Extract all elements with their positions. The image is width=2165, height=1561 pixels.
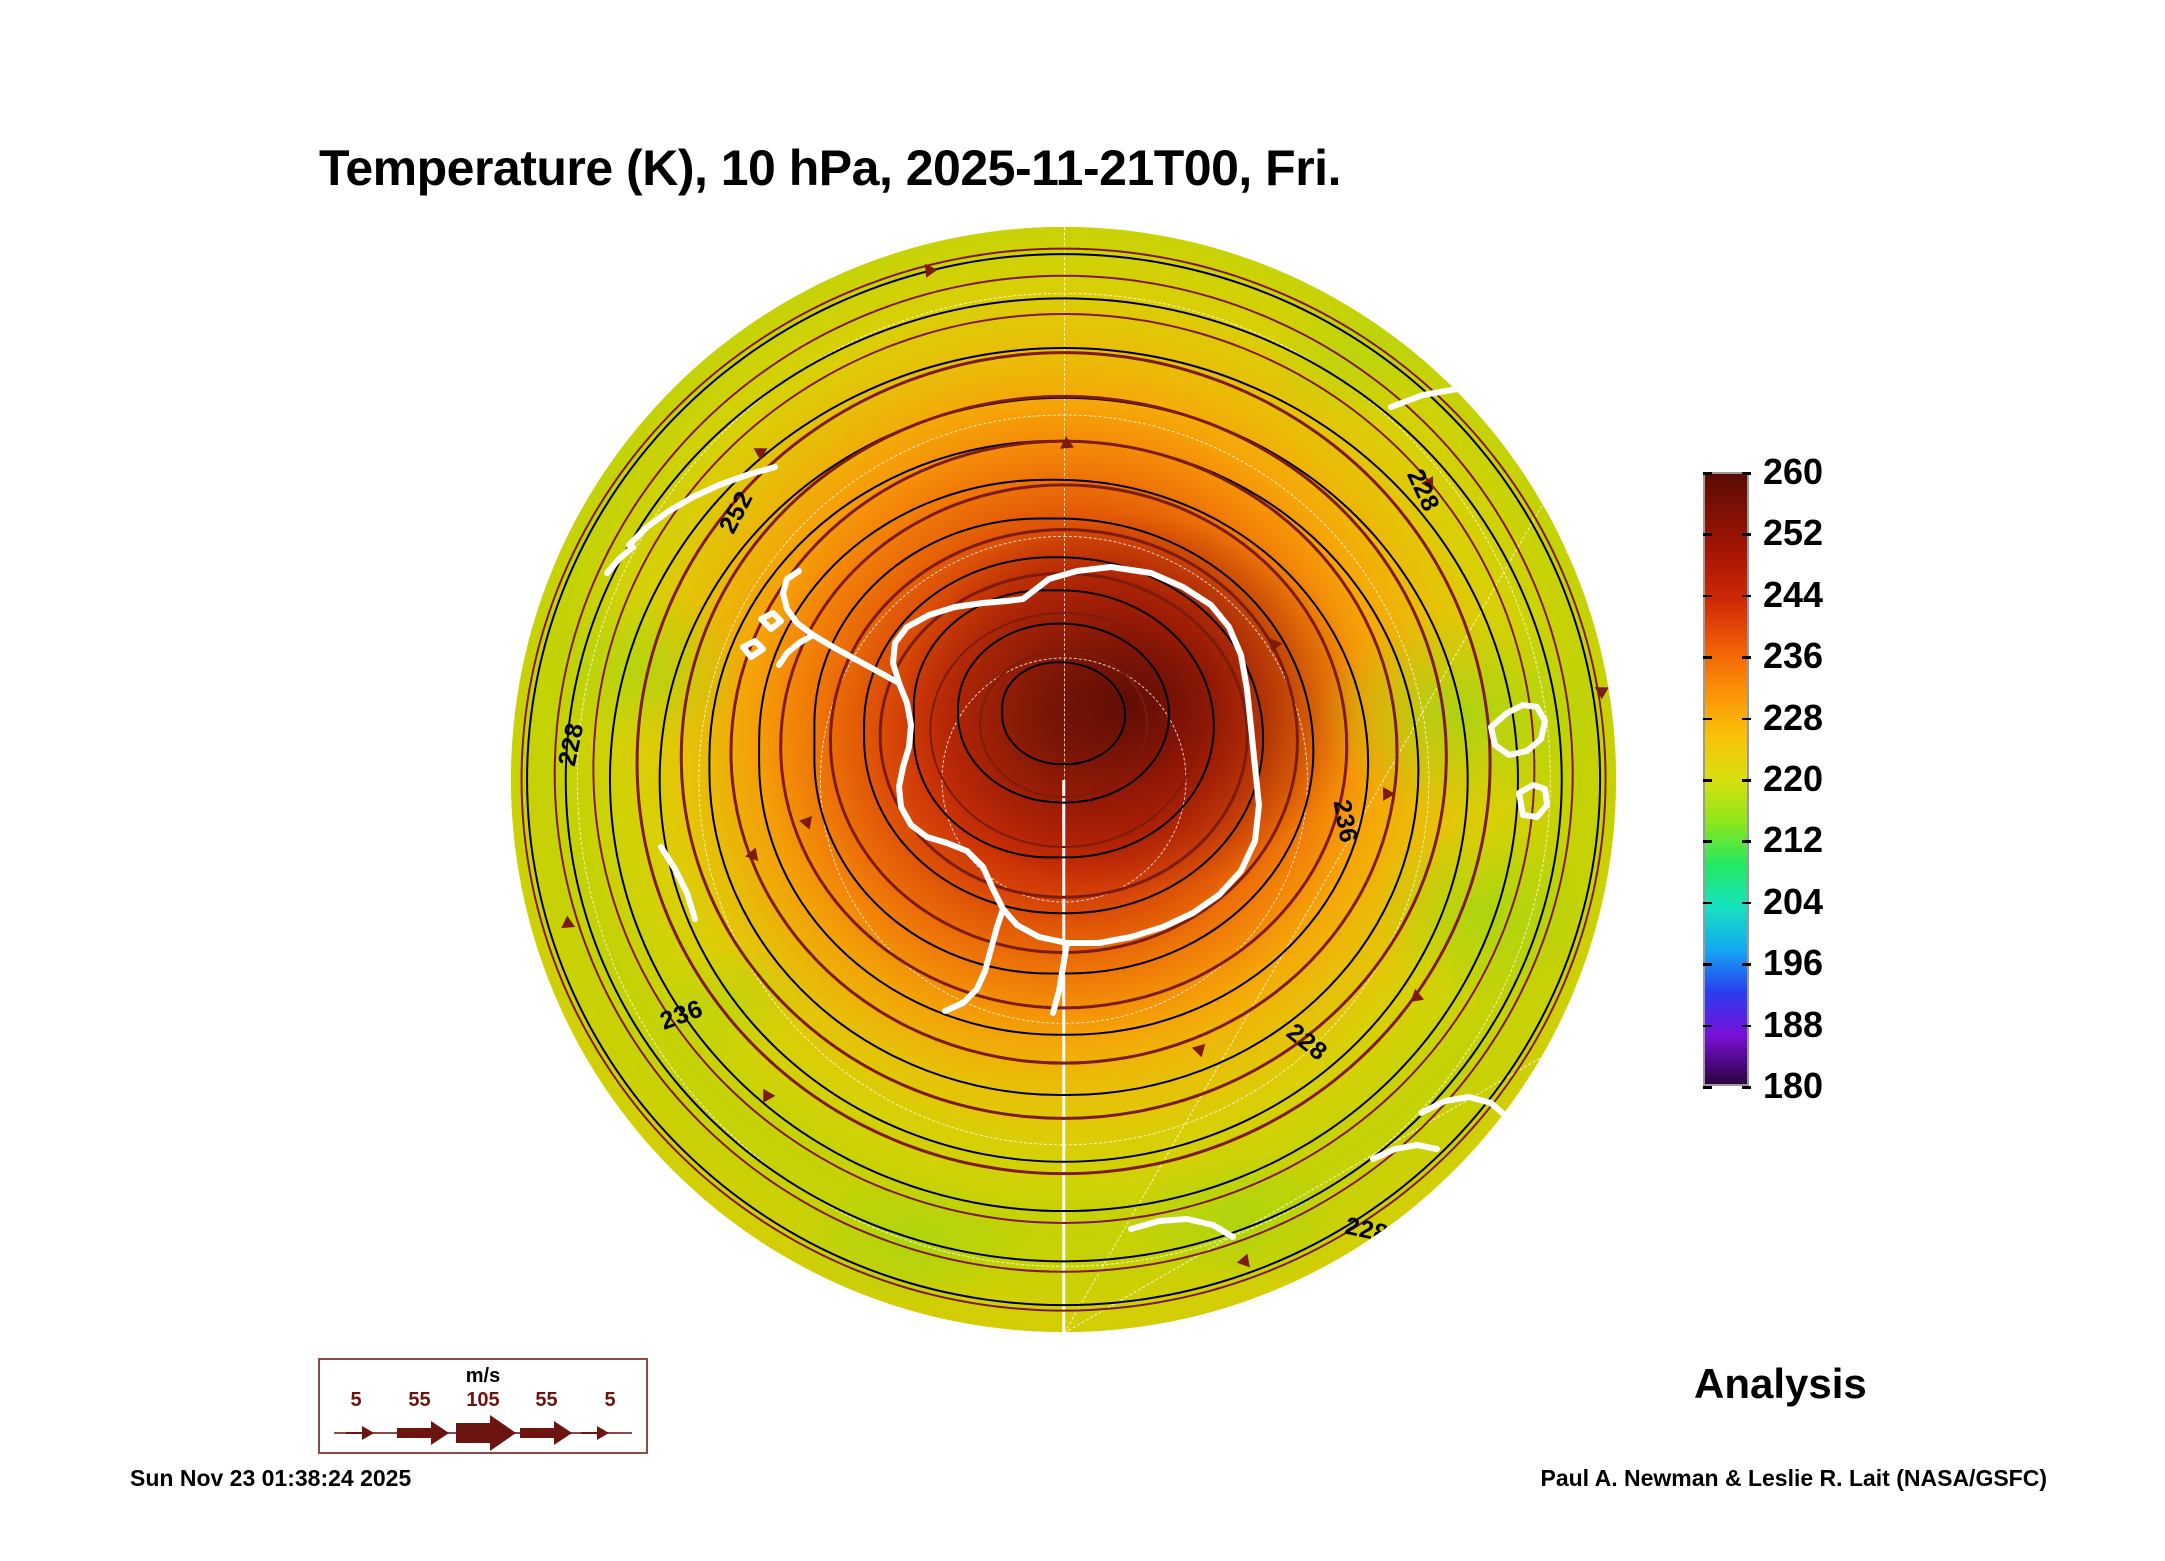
wind-value: 55	[535, 1389, 558, 1411]
wind-value: 5	[604, 1389, 616, 1411]
colorbar: 260 252 244 236 228 220 212 204 196 188 180	[1703, 454, 1823, 1104]
colorbar-tick-label: 220	[1763, 758, 1824, 799]
colorbar-tick	[1703, 1024, 1712, 1028]
colorbar-tick	[1742, 656, 1751, 659]
colorbar-tick	[1703, 779, 1712, 782]
colorbar-tick	[1742, 901, 1751, 905]
colorbar-tick	[1703, 840, 1712, 843]
colorbar-tick-label: 228	[1763, 696, 1824, 738]
colorbar-tick	[1703, 1086, 1712, 1089]
wind-speed-legend: m/s 5 55 105 55 5	[318, 1358, 648, 1454]
colorbar-labels: 260 252 244 236 228 220 212 204 196 188 180	[1763, 452, 1873, 1106]
colorbar-tick-label: 180	[1763, 1065, 1824, 1106]
colorbar-tick	[1742, 963, 1751, 966]
colorbar-tick	[1742, 472, 1751, 475]
colorbar-tick	[1703, 963, 1712, 966]
colorbar-tick	[1742, 1086, 1751, 1089]
colorbar-tick	[1742, 594, 1751, 598]
page-title: Temperature (K), 10 hPa, 2025-11-21T00, …	[319, 140, 1341, 196]
colorbar-tick	[1703, 656, 1712, 659]
generation-timestamp: Sun Nov 23 01:38:24 2025	[130, 1465, 412, 1491]
colorbar-tick	[1742, 840, 1751, 843]
wind-legend-values: 5 55 105 55 5	[330, 1389, 636, 1412]
colorbar-tick-label: 260	[1763, 451, 1824, 492]
wind-value: 5	[350, 1389, 362, 1411]
wind-value: 105	[466, 1389, 500, 1411]
wind-value: 55	[408, 1389, 431, 1411]
colorbar-tick	[1742, 533, 1751, 536]
colorbar-tick-label: 188	[1763, 1003, 1824, 1045]
colorbar-tick	[1703, 533, 1712, 536]
polar-map-panel: 236 252 228 228 236 236 228 228 228	[511, 227, 1616, 1332]
polar-map-disc: 236 252 228 228 236 236 228 228 228	[511, 227, 1616, 1332]
analysis-label: Analysis	[1694, 1360, 1867, 1407]
colorbar-tick	[1742, 1024, 1751, 1028]
colorbar-tick	[1742, 779, 1751, 782]
author-credit: Paul A. Newman & Leslie R. Lait (NASA/GS…	[1540, 1465, 2047, 1491]
colorbar-tick-label: 212	[1763, 819, 1824, 861]
colorbar-tick-label: 244	[1763, 573, 1824, 615]
colorbar-tick-label: 252	[1763, 512, 1824, 554]
colorbar-tick-label: 204	[1763, 880, 1824, 922]
wind-legend-unit: m/s	[465, 1365, 501, 1387]
wind-legend-arrows	[334, 1415, 632, 1451]
coastline-overlay	[604, 386, 1576, 1240]
colorbar-tick	[1703, 901, 1712, 905]
colorbar-tick	[1742, 717, 1751, 721]
colorbar-tick-label: 196	[1763, 942, 1824, 984]
colorbar-tick	[1703, 472, 1712, 475]
colorbar-tick-label: 236	[1763, 635, 1824, 677]
colorbar-tick	[1703, 717, 1712, 721]
colorbar-tick	[1703, 594, 1712, 598]
